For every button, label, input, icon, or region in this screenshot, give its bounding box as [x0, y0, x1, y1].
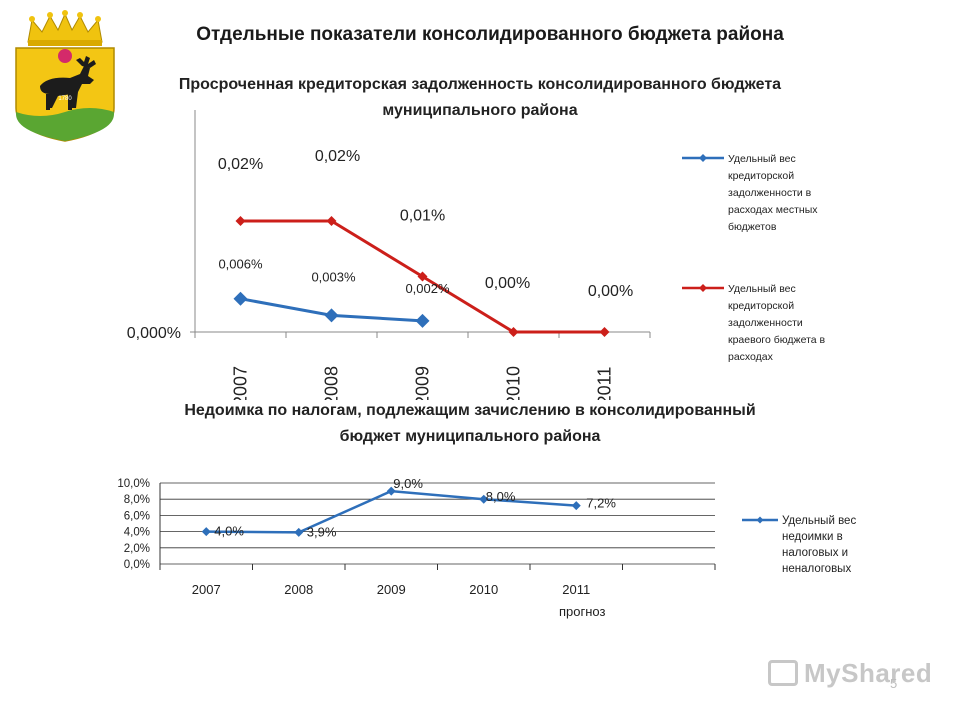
page-title: Отдельные показатели консолидированного …: [196, 24, 784, 45]
data-point-marker: [508, 327, 519, 337]
data-label: 0,02%: [315, 148, 360, 165]
legend-marker: [756, 516, 764, 524]
chart1-data-labels: 0,006% 0,003% 0,002% 0,02% 0,02% 0,01% 0,00% 0,…: [218, 148, 633, 300]
legend-marker: [699, 284, 707, 292]
data-label: 4,0%: [214, 524, 244, 539]
x-tick-label: 2010: [504, 366, 524, 400]
y-tick-label: 8,0%: [124, 494, 150, 506]
data-point-marker: [571, 501, 581, 511]
page-number: 5: [890, 676, 898, 691]
x-tick-label: 2011: [595, 367, 615, 400]
data-label: 0,003%: [311, 269, 356, 284]
coat-of-arms-logo: 1780: [15, 10, 115, 142]
y-tick-label: 0,000%: [127, 325, 181, 342]
chart2-legend: Удельный вес недоимки в налоговых и неналог…: [742, 515, 856, 575]
chart1-title-line: муниципального района: [382, 102, 578, 119]
x-tick-label: 2007: [231, 366, 251, 400]
moose-icon: [40, 56, 96, 110]
legend-text: расходах местных: [728, 204, 818, 216]
legend-text: налоговых и: [782, 547, 848, 559]
chart2: 0,0% 2,0% 4,0% 6,0% 8,0% 10,0% 2007 2008 2009 201…: [117, 476, 856, 619]
chart1-series: [233, 216, 610, 337]
chart2-series: [201, 486, 581, 537]
watermark-logo: MyShared: [804, 658, 933, 688]
chart1-title: Просроченная кредиторская задолженность …: [110, 72, 850, 124]
data-point-marker: [417, 271, 428, 282]
y-tick-label: 2,0%: [124, 543, 150, 555]
x-tick-label: 2008: [322, 366, 342, 400]
series-line: [206, 489, 577, 534]
legend-text: кредиторской: [728, 170, 794, 182]
data-point-marker: [479, 494, 489, 504]
legend-text: бюджетов: [728, 221, 777, 233]
data-point-marker: [386, 486, 396, 496]
chart2-data-labels: 4,0% 3,9% 9,0% 8,0% 7,2%: [214, 476, 616, 539]
watermark-icon: [768, 660, 798, 686]
x-tick-label: 2010: [469, 582, 498, 597]
x-tick-note: прогноз: [559, 604, 606, 619]
data-point-marker: [233, 291, 248, 306]
y-tick-label: 6,0%: [124, 510, 150, 522]
chart2-title-line: бюджет муниципального района: [339, 428, 601, 445]
legend-text: задолженности: [728, 317, 803, 329]
legend-text: неналоговых: [782, 563, 851, 575]
x-tick-label: 2009: [413, 366, 433, 400]
y-tick-label: 4,0%: [124, 527, 150, 539]
data-point-marker: [415, 313, 430, 328]
chart1-legend: Удельный вес кредиторской задолженности в р…: [682, 153, 826, 363]
data-label: 3,9%: [307, 524, 337, 539]
legend-text: Удельный вес: [728, 283, 796, 295]
chart1-axes: 0,000% 2007 2008 2009 2010 2011: [127, 110, 651, 400]
data-label: 0,01%: [400, 208, 445, 225]
data-point-marker: [324, 308, 339, 323]
data-label: 0,00%: [588, 283, 633, 300]
svg-text:1780: 1780: [58, 96, 72, 102]
x-tick-label: 2008: [284, 582, 313, 597]
legend-text: краевого бюджета в: [728, 334, 826, 346]
data-point-marker: [599, 327, 610, 337]
x-tick-label: 2007: [192, 582, 221, 597]
data-point-marker: [201, 527, 211, 537]
chart2-title-line: Недоимка по налогам, подлежащим зачислен…: [184, 402, 756, 419]
chart1: 0,000%2007 2008 2009 2010 2011 0,006%0,003%0…: [127, 110, 826, 400]
y-tick-label: 10,0%: [117, 478, 150, 490]
legend-text: кредиторской: [728, 300, 794, 312]
x-tick-label: 2009: [377, 582, 406, 597]
legend-text: задолженности в: [728, 187, 812, 199]
chart2-axes: 0,0% 2,0% 4,0% 6,0% 8,0% 10,0% 2007 2008 2009 201…: [117, 478, 716, 619]
legend-marker: [699, 154, 707, 162]
chart1-title-line: Просроченная кредиторская задолженность …: [178, 76, 782, 93]
data-point-marker: [235, 216, 246, 226]
data-label: 0,006%: [218, 257, 263, 272]
data-label: 9,0%: [393, 476, 423, 491]
y-tick-label: 0,0%: [124, 559, 150, 571]
data-point-marker: [326, 216, 337, 226]
data-label: 8,0%: [486, 489, 516, 504]
chart2-title: Недоимка по налогам, подлежащим зачислен…: [100, 398, 840, 450]
legend-text: Удельный вес: [782, 515, 856, 527]
crown-icon: [27, 10, 103, 46]
data-label: 0,00%: [485, 275, 530, 292]
legend-text: недоимки в: [782, 531, 843, 543]
data-label: 7,2%: [586, 496, 616, 511]
data-point-marker: [294, 527, 304, 537]
x-tick-label: 2011: [562, 582, 590, 597]
data-label: 0,02%: [218, 156, 263, 173]
legend-text: расходах: [728, 351, 774, 363]
legend-text: Удельный вес: [728, 153, 796, 165]
data-label: 0,002%: [405, 281, 450, 296]
